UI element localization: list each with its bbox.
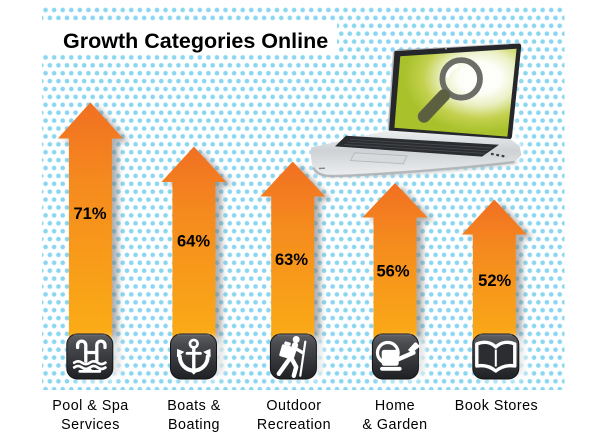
svg-text:56%: 56% <box>376 263 409 281</box>
svg-text:Recreation: Recreation <box>257 417 331 433</box>
svg-text:63%: 63% <box>275 251 308 269</box>
svg-text:Pool & Spa: Pool & Spa <box>52 398 129 414</box>
svg-text:64%: 64% <box>177 233 210 251</box>
svg-text:Book Stores: Book Stores <box>455 398 538 414</box>
svg-text:52%: 52% <box>478 272 511 290</box>
svg-text:Outdoor: Outdoor <box>266 398 321 414</box>
svg-text:Growth Categories Online: Growth Categories Online <box>63 29 328 53</box>
svg-text:& Garden: & Garden <box>362 417 427 433</box>
svg-text:Boating: Boating <box>168 417 220 433</box>
svg-text:Home: Home <box>375 398 415 414</box>
svg-text:71%: 71% <box>73 205 106 223</box>
svg-text:Boats &: Boats & <box>167 398 221 414</box>
svg-text:Services: Services <box>61 417 120 433</box>
